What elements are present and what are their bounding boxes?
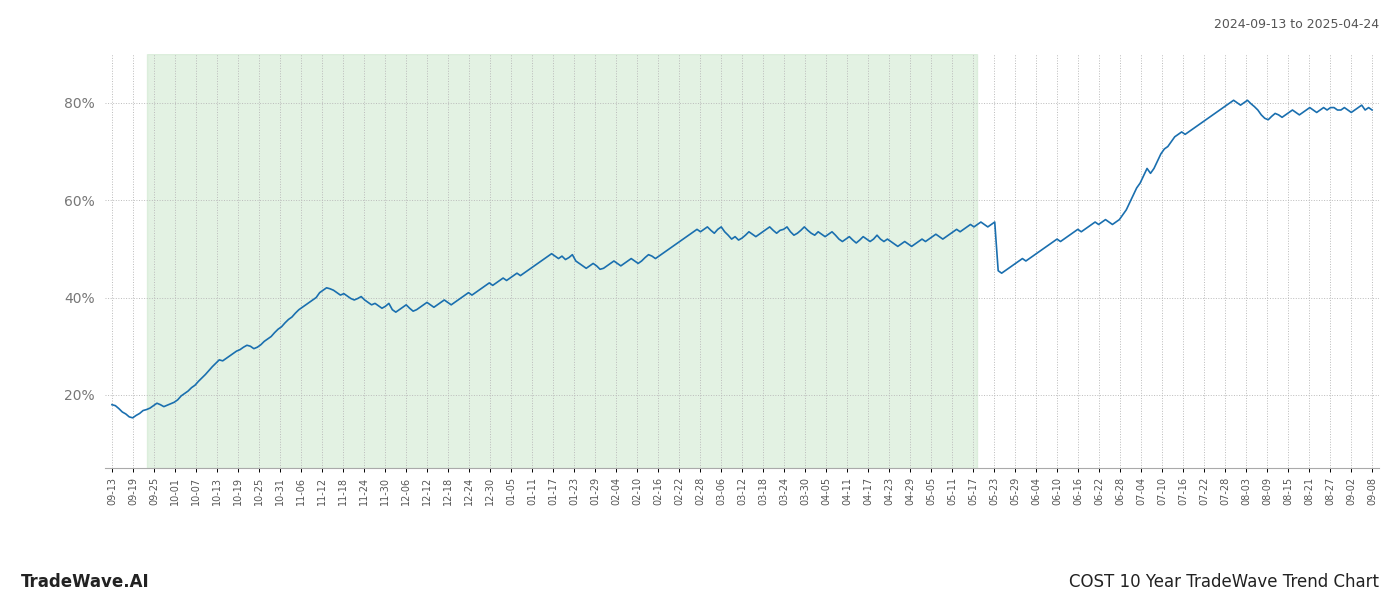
Bar [147, 54, 977, 468]
Text: COST 10 Year TradeWave Trend Chart: COST 10 Year TradeWave Trend Chart [1070, 573, 1379, 591]
Text: TradeWave.AI: TradeWave.AI [21, 573, 150, 591]
Text: 2024-09-13 to 2025-04-24: 2024-09-13 to 2025-04-24 [1214, 18, 1379, 31]
